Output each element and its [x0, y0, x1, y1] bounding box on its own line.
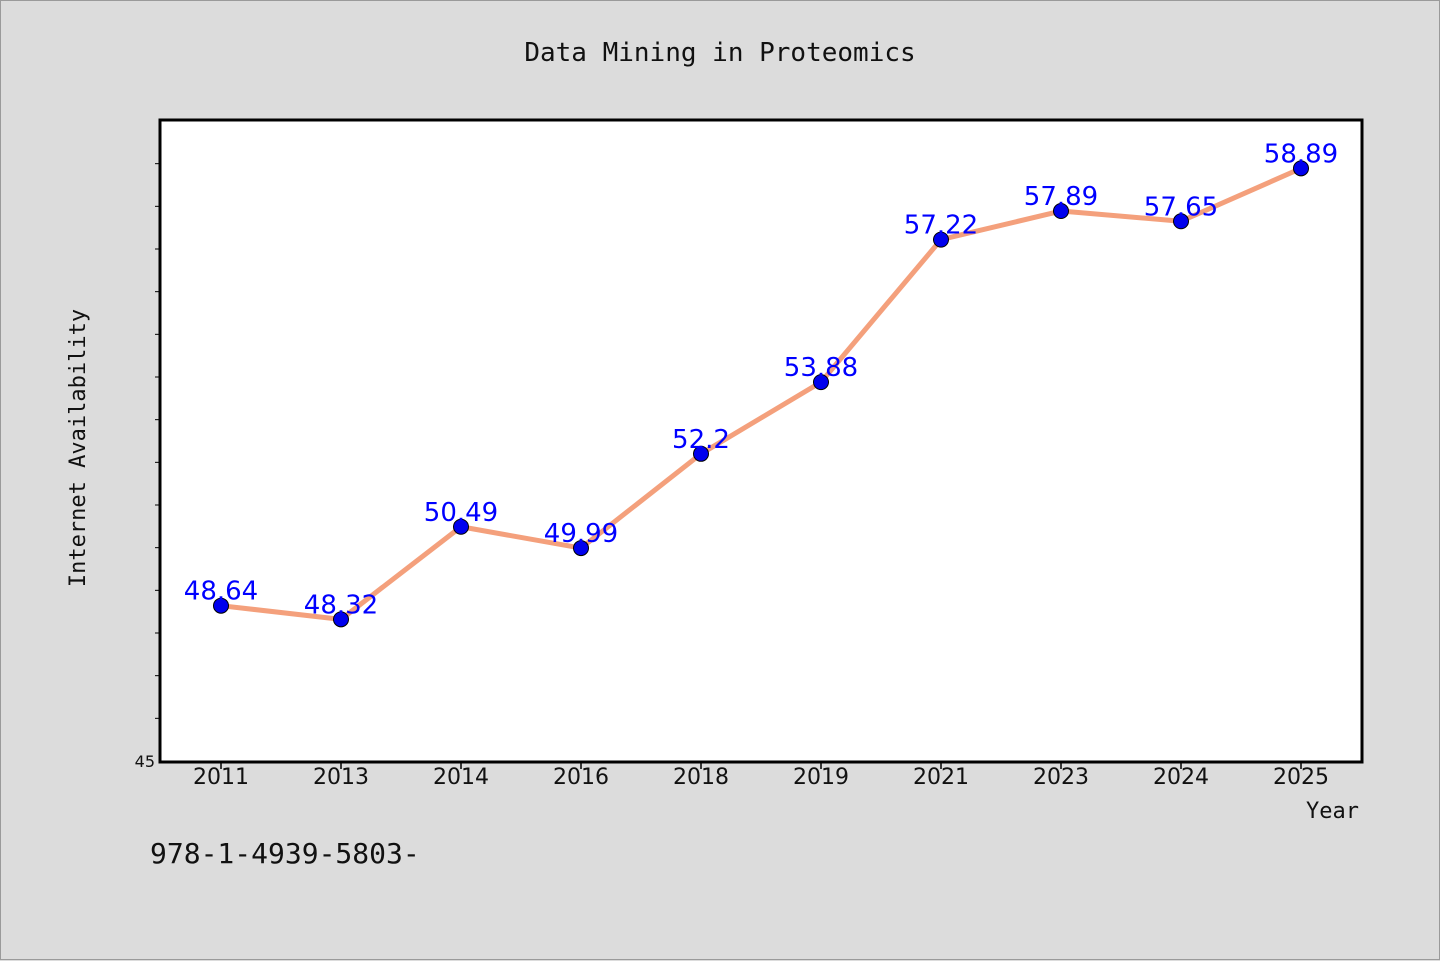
data-point: [933, 231, 949, 248]
data-point: [333, 611, 349, 628]
data-point: [693, 445, 709, 462]
data-label: 52.2: [672, 425, 730, 455]
x-axis-tick-label: 2021: [913, 765, 969, 790]
plot-area: [158, 118, 1364, 764]
data-label: 50.49: [424, 498, 498, 528]
data-label: 57.22: [904, 211, 978, 241]
chart-title: Data Mining in Proteomics: [524, 38, 915, 68]
data-label: 48.32: [304, 590, 378, 620]
x-axis-tick-label: 2013: [313, 765, 369, 790]
y-axis-tick-label: 45: [135, 752, 155, 771]
data-label: 57.89: [1024, 182, 1098, 212]
series-line: [218, 165, 1304, 622]
data-point: [813, 374, 829, 391]
y-axis-label: Internet Availability: [66, 309, 91, 587]
data-label: 58.89: [1264, 139, 1338, 169]
data-label: 48.64: [184, 577, 258, 607]
data-point: [573, 540, 589, 557]
x-axis-tick-label: 2019: [793, 765, 849, 790]
data-point: [1293, 160, 1309, 177]
x-axis-tick-label: 2016: [553, 765, 609, 790]
data-labels: 48.64 48.32 50.49 49.99 52.2 53.88 57.22 57.89 5…: [184, 139, 1338, 620]
data-point: [1053, 203, 1069, 220]
x-axis-tick-label: 2023: [1033, 765, 1089, 790]
y-axis-tick-labels: 45: [135, 752, 155, 771]
data-point: [213, 597, 229, 614]
data-label: 57.65: [1144, 192, 1218, 222]
x-axis-tick-label: 2014: [433, 765, 489, 790]
series-layer: [213, 160, 1309, 628]
footer-text: 978-1-4939-5803-: [150, 837, 420, 870]
y-axis-ticks: [155, 163, 161, 719]
x-axis-tick-label: 2025: [1273, 765, 1329, 790]
x-axis-tick-labels: 2011 2013 2014 2016 2018 2019 2021 2023 2024 2025: [193, 765, 1329, 790]
x-axis-label: Year: [1306, 799, 1359, 824]
x-axis-tick-label: 2011: [193, 765, 249, 790]
data-point: [453, 518, 469, 535]
x-axis-tick-label: 2018: [673, 765, 729, 790]
data-label: 53.88: [784, 353, 858, 383]
data-label: 49.99: [544, 519, 618, 549]
data-point: [1173, 213, 1189, 230]
x-axis-ticks: [220, 761, 1302, 769]
x-axis-tick-label: 2024: [1153, 765, 1209, 790]
